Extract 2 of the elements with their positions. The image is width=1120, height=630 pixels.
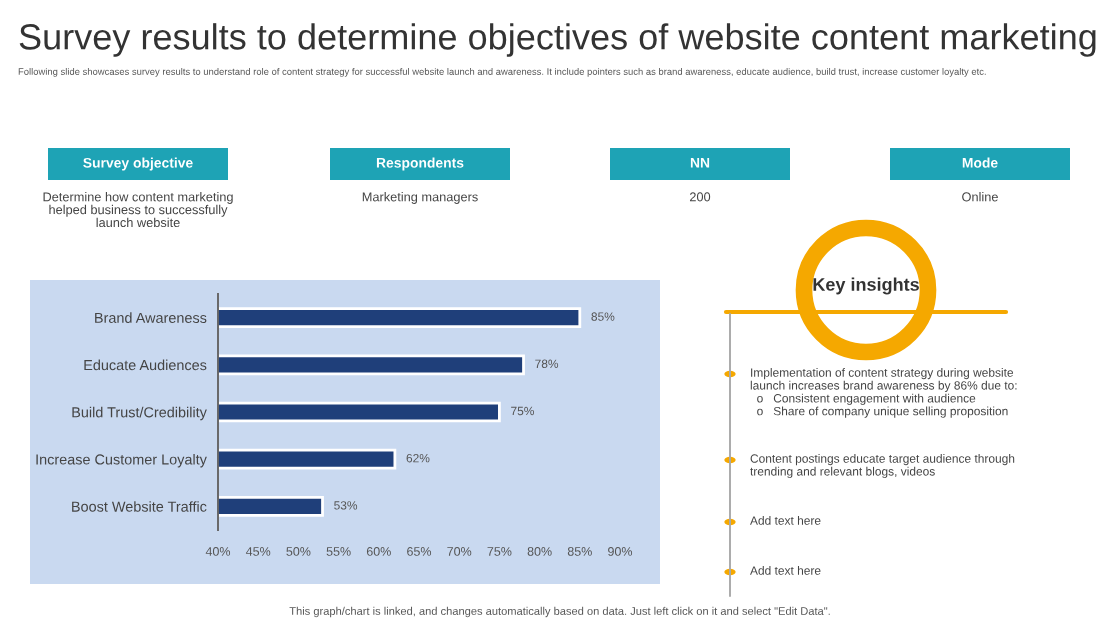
text: Key insights: [813, 277, 919, 295]
chart-title: Survey results to determine objectives of website content marketing: [19, 23, 1096, 57]
